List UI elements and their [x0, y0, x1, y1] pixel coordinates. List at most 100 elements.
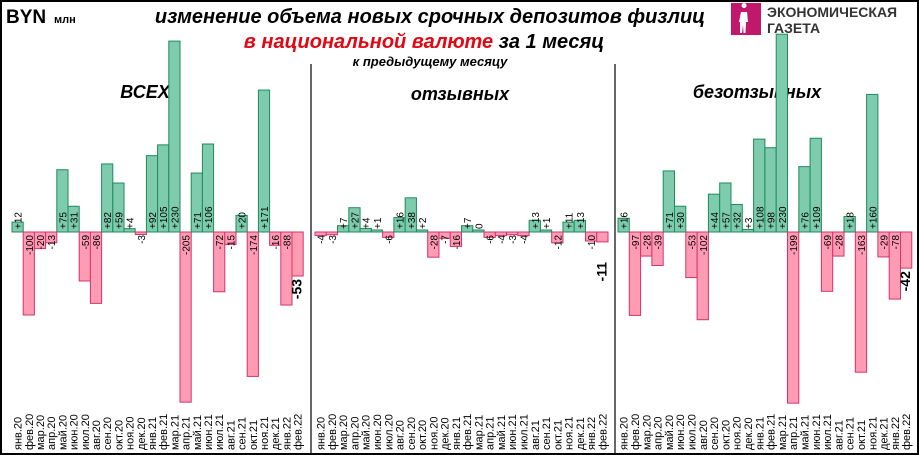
data-label: -3 [508, 235, 519, 244]
data-label: +2 [418, 217, 429, 229]
x-tick-label: дек.21 [575, 417, 587, 450]
x-tick-label: фев.21 [766, 414, 778, 450]
x-tick-label: июл.21 [214, 414, 226, 450]
x-tick-label: июл.20 [383, 414, 395, 450]
x-tick-label: янв.20 [13, 417, 25, 450]
currency-label: BYN [6, 7, 46, 28]
chart-subtitle: к предыдущему месяцу [353, 54, 509, 69]
x-tick-label: мар.20 [35, 415, 47, 450]
x-tick-label: янв.22 [281, 417, 293, 450]
data-label: -102 [699, 235, 710, 255]
data-label: +4 [126, 217, 137, 229]
data-label: +59 [114, 212, 125, 229]
bar [539, 229, 553, 233]
logo-text-line1: ЭКОНОМИЧЕСКАЯ [767, 4, 897, 20]
data-label: -86 [92, 235, 103, 250]
panel-title: отзывных [411, 84, 510, 104]
x-tick-label: авг.21 [225, 420, 237, 450]
x-tick-label: сен.20 [406, 417, 418, 450]
data-label: -3 [137, 235, 148, 244]
data-label: +109 [812, 206, 823, 229]
data-label: -28 [429, 235, 440, 250]
x-tick-label: авг.20 [395, 420, 407, 450]
x-tick-label: ноя.21 [259, 417, 271, 450]
x-tick-label: фев.22 [901, 414, 913, 450]
data-label: +230 [778, 206, 789, 229]
data-label: -59 [81, 235, 92, 250]
x-tick-label: июн.20 [675, 414, 687, 450]
x-tick-label: мар.21 [473, 415, 485, 450]
bar [866, 93, 879, 233]
data-label: +82 [103, 212, 114, 229]
x-tick-label: июн.21 [507, 414, 519, 450]
data-label: -13 [47, 235, 58, 250]
data-label: -174 [249, 235, 260, 255]
x-tick-label: июн.20 [372, 414, 384, 450]
x-tick-label: сен.21 [237, 417, 249, 450]
data-label: +11 [565, 212, 576, 229]
x-tick-label: окт.20 [417, 420, 429, 450]
x-tick-label: фев.20 [327, 414, 339, 450]
panel-title: ВСЕХ [120, 82, 171, 102]
x-tick-label: июл.20 [686, 414, 698, 450]
x-tick-label: окт.20 [113, 420, 125, 450]
x-tick-label: май.20 [57, 415, 69, 450]
x-tick-label: май.21 [192, 415, 204, 450]
logo-text-line2: ГАЗЕТА [767, 20, 820, 36]
x-tick-label: июл.21 [518, 414, 530, 450]
x-tick-label: май.20 [361, 415, 373, 450]
bar [224, 231, 237, 245]
data-label: +105 [159, 206, 170, 229]
data-label: +44 [710, 212, 721, 229]
data-label: -78 [891, 235, 902, 250]
data-label: +27 [350, 212, 361, 229]
data-label: -4 [317, 235, 328, 244]
x-tick-label: авг.20 [91, 420, 103, 450]
x-tick-label: июн.21 [203, 414, 215, 450]
data-label: -205 [182, 235, 193, 255]
bar [325, 231, 339, 236]
bar [370, 229, 384, 233]
x-tick-label: янв.21 [754, 417, 766, 450]
bar [201, 143, 215, 233]
bar [168, 40, 181, 233]
data-label: +1 [542, 217, 553, 229]
data-label: +31 [70, 212, 81, 229]
x-tick-label: янв.21 [147, 417, 159, 450]
data-label: -3 [328, 235, 339, 244]
x-tick-label: авг.21 [833, 420, 845, 450]
data-label: +98 [767, 212, 778, 229]
bar [628, 231, 642, 316]
data-label: +16 [620, 212, 631, 229]
x-tick-label: апр.20 [46, 417, 58, 450]
x-tick-label: ноя.20 [732, 417, 744, 450]
x-tick-label: мар.20 [338, 415, 350, 450]
data-label: -28 [834, 235, 845, 250]
bar [820, 231, 834, 292]
x-tick-label: дек.21 [879, 417, 891, 450]
data-label: +57 [721, 212, 732, 229]
data-label: -12 [553, 235, 564, 250]
data-label: +30 [676, 212, 687, 229]
bar [56, 169, 69, 233]
panels: ВСЕХ+12янв.20-100фев.20-20мар.20-13апр.2… [11, 33, 913, 450]
x-tick-label: ноя.21 [867, 417, 879, 450]
bar [900, 231, 913, 269]
bar [809, 137, 822, 233]
bar [617, 217, 630, 233]
x-tick-label: мар.21 [169, 415, 181, 450]
logo-figure-icon [739, 3, 748, 33]
bar [674, 205, 687, 233]
x-tick-label: дек.20 [136, 417, 148, 450]
x-tick-label: июл.20 [80, 414, 92, 450]
data-label: -20 [36, 235, 47, 250]
x-tick-label: май.21 [496, 415, 508, 450]
x-tick-label: окт.20 [720, 420, 732, 450]
data-label: +1 [373, 217, 384, 229]
data-label: -97 [631, 235, 642, 250]
data-label: -4 [519, 235, 530, 244]
data-label: +7 [339, 217, 350, 229]
x-tick-label: сен.21 [541, 417, 553, 450]
x-tick-label: апр.21 [181, 417, 193, 450]
